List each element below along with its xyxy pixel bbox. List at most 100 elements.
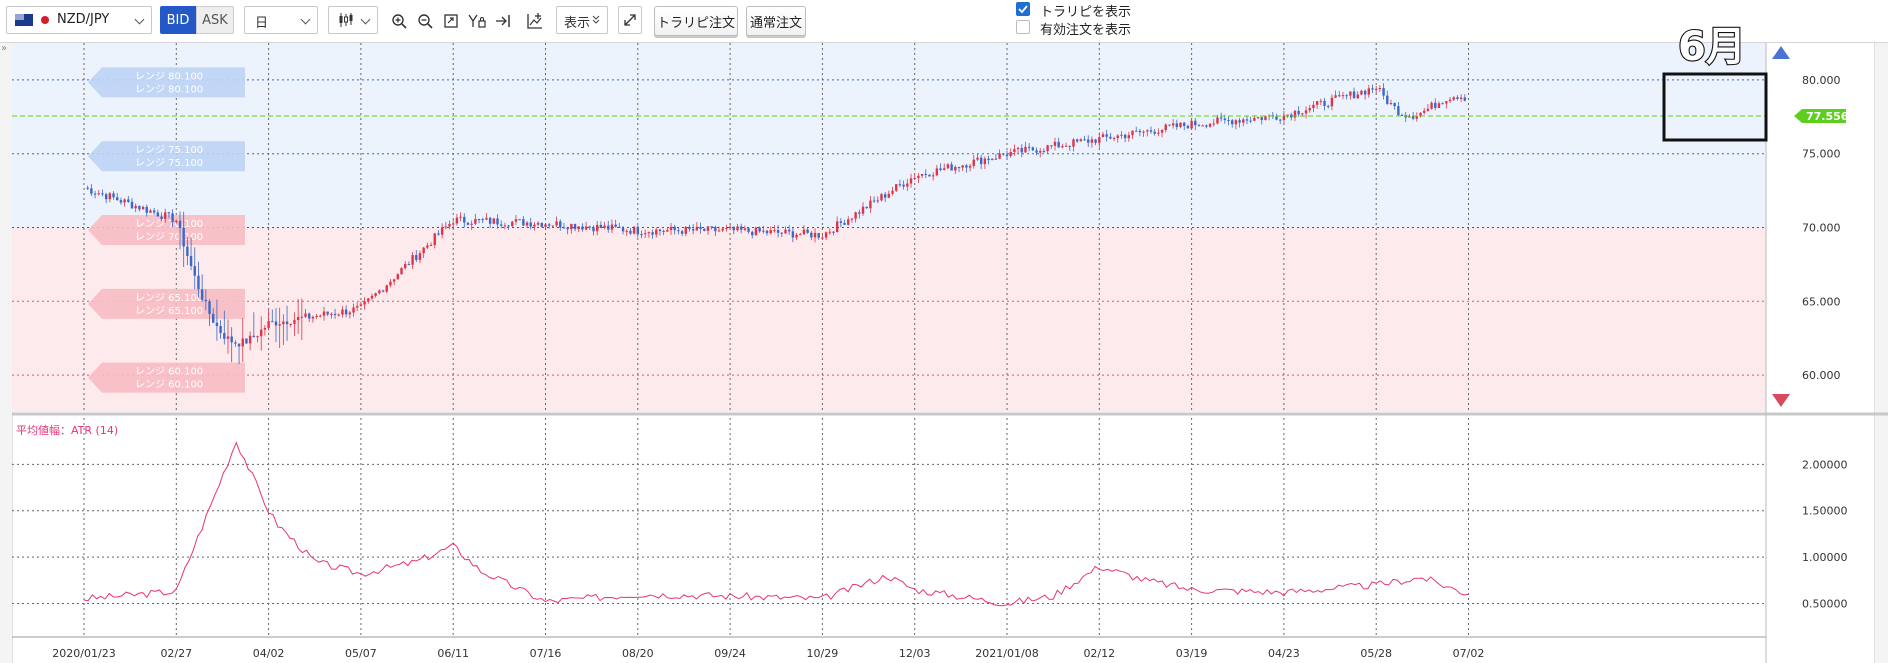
- candle-body: [1053, 141, 1057, 146]
- candle: [1216, 114, 1219, 125]
- candle-body: [322, 311, 326, 316]
- candle: [1352, 87, 1356, 99]
- scroll-to-latest-icon[interactable]: [490, 8, 516, 34]
- candle-body: [171, 213, 174, 223]
- candle: [935, 165, 939, 177]
- candle: [363, 297, 366, 310]
- candle-body: [1260, 117, 1263, 120]
- candle-body: [1308, 108, 1311, 111]
- candle-body: [754, 227, 758, 236]
- candle-body: [1024, 146, 1027, 153]
- candle: [1386, 90, 1389, 105]
- range-order-tag[interactable]: レンジ 70.100 レンジ 70.100: [88, 215, 245, 246]
- timeframe-select[interactable]: 日: [244, 6, 318, 34]
- candle-body: [924, 173, 927, 175]
- candle-body: [821, 237, 824, 239]
- candle: [791, 227, 795, 243]
- display-dropdown[interactable]: 表示: [556, 6, 608, 34]
- candle: [1002, 153, 1005, 156]
- candle: [765, 229, 769, 236]
- candle-body: [260, 329, 263, 337]
- candle-body: [1264, 116, 1267, 120]
- candle: [684, 226, 687, 237]
- candle-body: [776, 230, 780, 233]
- fit-screen-icon[interactable]: [438, 8, 464, 34]
- bid-button[interactable]: BID: [160, 6, 196, 34]
- candle: [821, 234, 824, 239]
- candle: [1312, 101, 1315, 113]
- candle-body: [392, 279, 396, 282]
- candle: [1027, 142, 1031, 152]
- candle-body: [610, 224, 614, 230]
- range-order-tag[interactable]: レンジ 65.100 レンジ 65.100: [88, 288, 245, 319]
- candle: [1389, 99, 1393, 106]
- candle-body: [906, 183, 909, 187]
- symbol-select[interactable]: NZD/JPY: [6, 6, 152, 34]
- candle-body: [1094, 139, 1097, 143]
- candle-body: [359, 304, 363, 307]
- range-order-tag[interactable]: レンジ 60.100 レンジ 60.100: [88, 362, 245, 393]
- candle: [773, 224, 776, 233]
- candle: [647, 231, 651, 238]
- candle: [1445, 100, 1448, 109]
- y-axis-lock-icon[interactable]: [464, 8, 490, 34]
- candle: [511, 220, 514, 227]
- candle-body: [282, 321, 285, 325]
- normal-order-button[interactable]: 通常注文: [746, 6, 806, 36]
- candle: [939, 163, 942, 172]
- zoom-out-icon[interactable]: [412, 8, 438, 34]
- candle: [710, 226, 713, 230]
- candle-body: [263, 327, 267, 330]
- candle: [802, 225, 806, 236]
- fullscreen-button[interactable]: [618, 6, 642, 34]
- range-order-tag[interactable]: レンジ 80.100 レンジ 80.100: [88, 67, 245, 98]
- candle-body: [1072, 139, 1075, 147]
- scroll-down-arrow-icon: [1772, 394, 1790, 407]
- add-indicator-icon[interactable]: [522, 8, 548, 34]
- candle: [854, 211, 857, 223]
- x-axis-tick: 07/02: [1453, 647, 1485, 660]
- normal-order-label: 通常注文: [749, 15, 802, 31]
- range-tag-shape: [88, 67, 245, 98]
- candle-body: [607, 225, 610, 230]
- candle-body: [156, 212, 160, 217]
- candle: [407, 261, 411, 266]
- traripi-order-button[interactable]: トラリピ注文: [654, 6, 738, 36]
- candle-body: [954, 166, 957, 171]
- candle: [666, 227, 669, 233]
- candle: [828, 228, 831, 235]
- range-order-tag[interactable]: レンジ 75.100 レンジ 75.100: [88, 141, 245, 172]
- candle: [352, 303, 355, 317]
- current-price-value: 77.556: [1806, 110, 1849, 123]
- candle-body: [474, 218, 477, 224]
- candle-body: [514, 219, 518, 222]
- range-tag-shape: [88, 215, 245, 246]
- left-collapse-strip[interactable]: »: [0, 43, 13, 663]
- ask-button[interactable]: ASK: [196, 6, 234, 34]
- candle-body: [1463, 97, 1467, 101]
- candle-body: [488, 217, 492, 224]
- chart-type-select[interactable]: [328, 6, 378, 34]
- candle: [1020, 144, 1023, 158]
- candle: [739, 223, 743, 234]
- range-tag-line2: レンジ 75.100: [135, 158, 203, 169]
- candle-body: [418, 253, 422, 260]
- zoom-in-icon[interactable]: [386, 8, 412, 34]
- show-active-orders-checkbox[interactable]: [1016, 20, 1030, 34]
- candle-body: [1267, 115, 1271, 117]
- candle: [1094, 138, 1097, 146]
- candle-body: [152, 210, 156, 213]
- candle-body: [93, 193, 97, 195]
- candle-body: [987, 158, 990, 161]
- candle: [444, 221, 448, 230]
- candle: [149, 208, 152, 213]
- candle: [703, 227, 706, 232]
- range-tag-shape: [88, 141, 245, 172]
- candle: [234, 340, 237, 347]
- show-traripi-checkbox[interactable]: [1016, 2, 1030, 16]
- right-scroll-strip[interactable]: [1874, 43, 1888, 663]
- candle-body: [998, 153, 1001, 159]
- candle-body: [688, 226, 691, 230]
- chevron-down-icon: [300, 14, 311, 25]
